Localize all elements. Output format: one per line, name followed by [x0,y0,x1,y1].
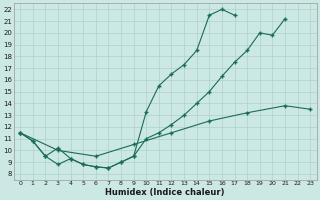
X-axis label: Humidex (Indice chaleur): Humidex (Indice chaleur) [106,188,225,197]
